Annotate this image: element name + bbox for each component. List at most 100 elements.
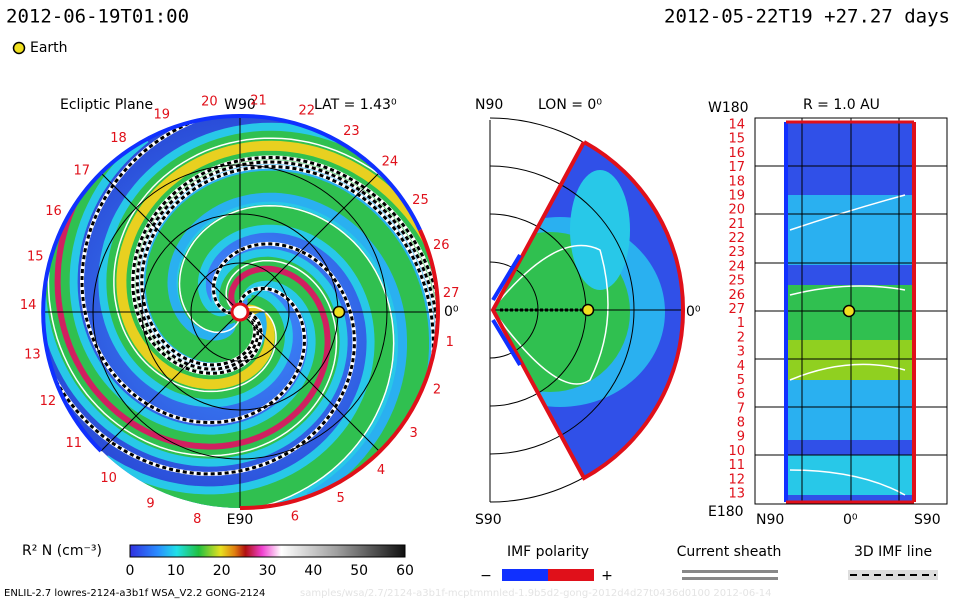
polarity-border [490, 140, 686, 481]
carrington-label: 27 [443, 286, 460, 301]
carrington-label: 6 [291, 509, 299, 524]
lat-label: LAT = 1.43⁰ [314, 97, 397, 113]
colorbar-label: R² N (cm⁻³) [22, 543, 102, 559]
carrington-label: 25 [412, 193, 429, 208]
carrington-label: 22 [298, 103, 315, 118]
carrington-label: 6 [737, 387, 745, 402]
carrington-label: 21 [728, 217, 745, 232]
polarity-plus: + [601, 568, 613, 584]
carrington-label: 5 [737, 373, 745, 388]
lon-label: LON = 0⁰ [538, 97, 602, 113]
w90-label: W90 [224, 97, 256, 113]
ecliptic-panel: Ecliptic Plane W90 LAT = 1.43⁰ E90 0⁰ 19… [20, 93, 460, 528]
polarity-plus-swatch [548, 569, 594, 581]
carrington-label: 18 [110, 131, 127, 146]
carrington-label: 9 [146, 497, 154, 512]
carrington-label: 12 [40, 394, 57, 409]
carrington-label: 26 [433, 238, 450, 253]
imf-line [131, 156, 436, 396]
carrington-label: 23 [728, 245, 745, 260]
carrington-label: 3 [737, 345, 745, 360]
sun [230, 302, 250, 322]
imf-line [140, 165, 435, 450]
sheath-swatch [682, 570, 778, 573]
imf-key-title: 3D IMF line [854, 544, 932, 560]
sheath-line [151, 204, 395, 508]
colorbar-tick-label: 0 [126, 563, 135, 579]
density-band [54, 124, 331, 450]
meridional-panel: N90 LON = 0⁰ 0⁰ S90 [475, 97, 701, 528]
carrington-label: 9 [737, 430, 745, 445]
carrington-label: 11 [728, 458, 745, 473]
radius-label: R = 1.0 AU [803, 97, 880, 113]
carrington-label: 24 [728, 259, 745, 274]
earth-icon [12, 41, 26, 55]
sheath-swatch [682, 577, 778, 580]
earth-label: Earth [30, 40, 68, 56]
carrington-label: 2 [433, 383, 441, 398]
carrington-label: 16 [45, 204, 62, 219]
e90-label: E90 [227, 512, 254, 528]
colorbar-tick-label: 40 [304, 563, 322, 579]
colorbar-tick-label: 50 [350, 563, 368, 579]
carrington-label: 19 [154, 107, 171, 122]
ecliptic-title: Ecliptic Plane [60, 97, 153, 113]
carrington-label: 14 [728, 118, 745, 133]
density-band [116, 140, 436, 390]
carrington-label: 17 [728, 160, 745, 175]
carrington-label: 13 [728, 487, 745, 502]
carrington-label: 10 [100, 471, 117, 486]
carrington-label: 12 [728, 472, 745, 487]
colorbar-tick-label: 10 [167, 563, 185, 579]
carrington-label: 2 [737, 330, 745, 345]
date: 2012-06-19T01:00 [6, 6, 189, 28]
polarity-arc [239, 229, 440, 511]
carrington-label: 15 [728, 132, 745, 147]
sheath-key-title: Current sheath [677, 544, 782, 560]
polarity-minus: − [480, 568, 492, 584]
run-time: 2012-05-22T19 +27.27 days [664, 6, 950, 28]
n90-label: N90 [756, 512, 784, 528]
carrington-label: 4 [737, 359, 745, 374]
carrington-label: 10 [728, 444, 745, 459]
carrington-label: 27 [728, 302, 745, 317]
carrington-label: 7 [737, 401, 745, 416]
carrington-label: 22 [728, 231, 745, 246]
carrington-label: 19 [728, 188, 745, 203]
carrington-label: 15 [27, 249, 44, 264]
earth [581, 303, 595, 317]
earth [332, 305, 346, 319]
zero-label: 0⁰ [843, 512, 858, 528]
w180-label: W180 [708, 100, 749, 116]
n90-label: N90 [475, 97, 503, 113]
carrington-label: 4 [377, 463, 385, 478]
polarity-border [491, 253, 522, 367]
s90-label: S90 [914, 512, 941, 528]
carrington-label: 24 [382, 155, 399, 170]
carrington-label: 25 [728, 274, 745, 289]
polarity-arc [239, 113, 422, 231]
polarity-minus-swatch [502, 569, 548, 581]
sheath-line [47, 165, 338, 457]
colorbar-tick-label: 30 [259, 563, 277, 579]
carrington-label: 1 [737, 316, 745, 331]
carrington-label: 1 [446, 335, 454, 350]
polarity-arc [41, 113, 241, 453]
colorbar-tick-label: 60 [396, 563, 414, 579]
sheath-line [113, 137, 436, 393]
e180-label: E180 [708, 504, 744, 520]
imf-line [80, 116, 307, 425]
carrington-label: 18 [728, 174, 745, 189]
carrington-label: 8 [737, 416, 745, 431]
zero-label: 0⁰ [686, 304, 701, 320]
imf-line [135, 160, 436, 424]
colorbar-tick-label: 20 [213, 563, 231, 579]
polarity-key-title: IMF polarity [507, 544, 589, 560]
carrington-label: 8 [193, 512, 201, 527]
s90-label: S90 [475, 512, 502, 528]
carrington-label: 21 [250, 93, 267, 108]
carrington-label: 23 [343, 124, 360, 139]
carrington-label: 20 [728, 203, 745, 218]
